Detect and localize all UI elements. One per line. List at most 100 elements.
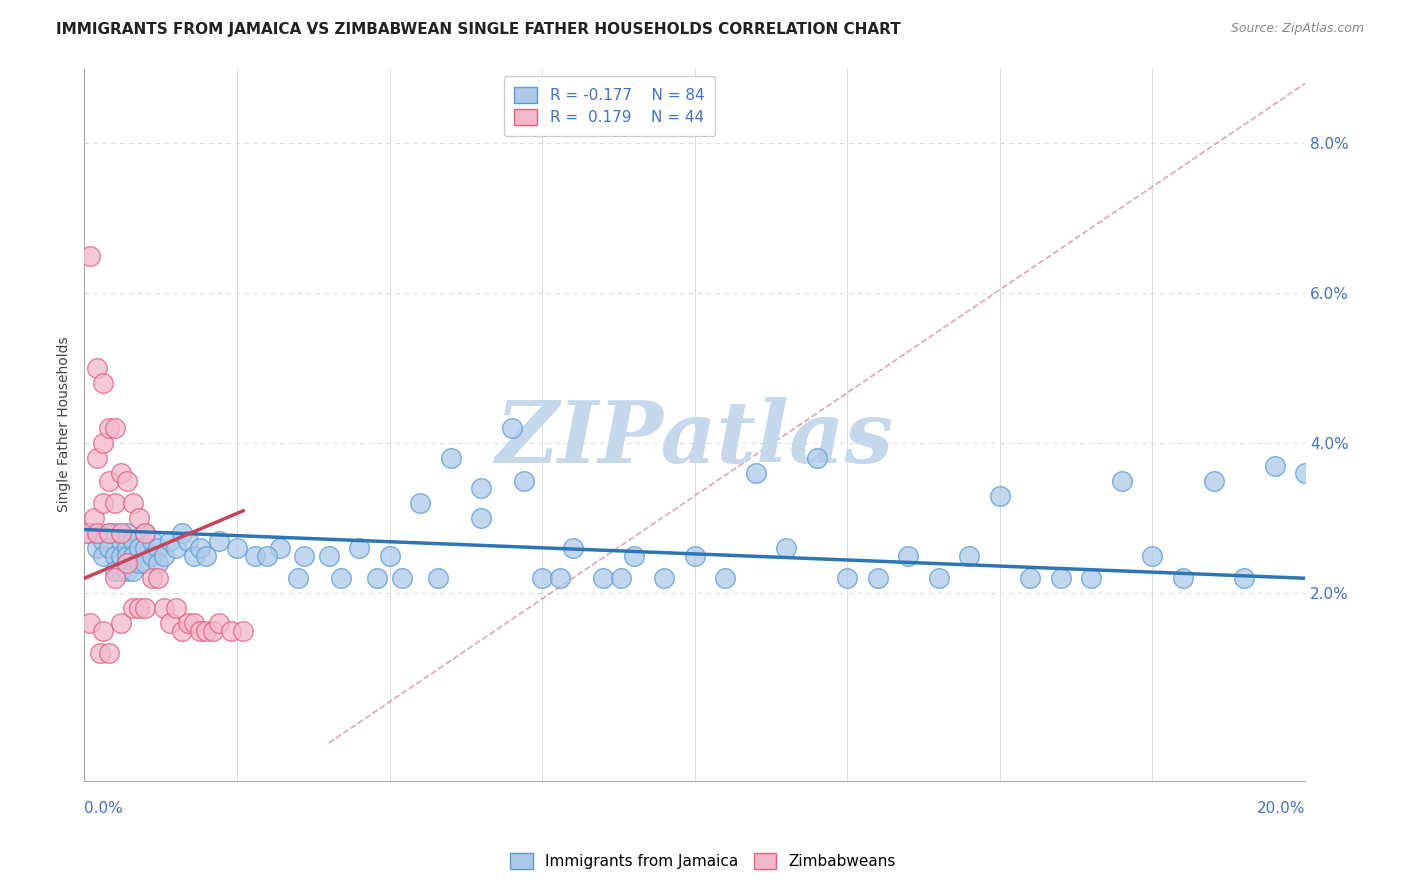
Point	[287, 571, 309, 585]
Point	[152, 549, 174, 563]
Point	[347, 541, 370, 556]
Point	[195, 624, 218, 638]
Point	[1111, 474, 1133, 488]
Point	[501, 421, 523, 435]
Point	[128, 601, 150, 615]
Point	[1050, 571, 1073, 585]
Point	[115, 526, 138, 541]
Point	[91, 376, 114, 391]
Text: ZIPatlas: ZIPatlas	[496, 397, 894, 481]
Point	[531, 571, 554, 585]
Point	[122, 564, 145, 578]
Point	[188, 541, 211, 556]
Point	[195, 549, 218, 563]
Point	[86, 526, 108, 541]
Point	[1202, 474, 1225, 488]
Point	[714, 571, 737, 585]
Text: IMMIGRANTS FROM JAMAICA VS ZIMBABWEAN SINGLE FATHER HOUSEHOLDS CORRELATION CHART: IMMIGRANTS FROM JAMAICA VS ZIMBABWEAN SI…	[56, 22, 901, 37]
Point	[146, 556, 169, 570]
Point	[745, 467, 768, 481]
Point	[561, 541, 583, 556]
Point	[104, 564, 127, 578]
Point	[957, 549, 980, 563]
Point	[219, 624, 242, 638]
Point	[208, 616, 231, 631]
Point	[1171, 571, 1194, 585]
Point	[86, 541, 108, 556]
Point	[141, 533, 163, 548]
Point	[837, 571, 859, 585]
Point	[159, 616, 181, 631]
Point	[97, 474, 120, 488]
Point	[292, 549, 315, 563]
Point	[76, 526, 98, 541]
Point	[866, 571, 889, 585]
Point	[170, 526, 193, 541]
Point	[122, 533, 145, 548]
Point	[188, 624, 211, 638]
Point	[170, 624, 193, 638]
Point	[128, 556, 150, 570]
Point	[134, 541, 156, 556]
Point	[177, 533, 200, 548]
Point	[897, 549, 920, 563]
Point	[115, 549, 138, 563]
Point	[122, 549, 145, 563]
Point	[141, 571, 163, 585]
Point	[146, 571, 169, 585]
Point	[89, 646, 111, 660]
Point	[110, 564, 132, 578]
Point	[110, 549, 132, 563]
Point	[165, 541, 187, 556]
Point	[1019, 571, 1042, 585]
Point	[245, 549, 267, 563]
Point	[378, 549, 401, 563]
Point	[97, 541, 120, 556]
Point	[97, 526, 120, 541]
Point	[86, 361, 108, 376]
Point	[470, 511, 492, 525]
Point	[183, 616, 205, 631]
Point	[610, 571, 633, 585]
Point	[110, 526, 132, 541]
Legend: R = -0.177    N = 84, R =  0.179    N = 44: R = -0.177 N = 84, R = 0.179 N = 44	[503, 76, 714, 136]
Y-axis label: Single Father Households: Single Father Households	[58, 337, 72, 512]
Point	[104, 526, 127, 541]
Point	[146, 541, 169, 556]
Point	[128, 541, 150, 556]
Point	[122, 496, 145, 510]
Point	[329, 571, 352, 585]
Point	[104, 571, 127, 585]
Point	[232, 624, 254, 638]
Point	[110, 616, 132, 631]
Point	[152, 601, 174, 615]
Point	[592, 571, 614, 585]
Point	[470, 481, 492, 495]
Point	[86, 451, 108, 466]
Point	[165, 601, 187, 615]
Point	[134, 526, 156, 541]
Point	[97, 421, 120, 435]
Point	[988, 489, 1011, 503]
Point	[427, 571, 450, 585]
Text: Source: ZipAtlas.com: Source: ZipAtlas.com	[1230, 22, 1364, 36]
Point	[1294, 467, 1316, 481]
Point	[79, 616, 101, 631]
Point	[91, 496, 114, 510]
Point	[928, 571, 950, 585]
Point	[115, 474, 138, 488]
Point	[806, 451, 828, 466]
Point	[623, 549, 645, 563]
Point	[115, 541, 138, 556]
Point	[775, 541, 797, 556]
Point	[366, 571, 388, 585]
Point	[91, 533, 114, 548]
Point	[177, 616, 200, 631]
Point	[115, 556, 138, 570]
Point	[683, 549, 706, 563]
Point	[134, 556, 156, 570]
Point	[97, 526, 120, 541]
Point	[1080, 571, 1102, 585]
Point	[104, 549, 127, 563]
Point	[201, 624, 224, 638]
